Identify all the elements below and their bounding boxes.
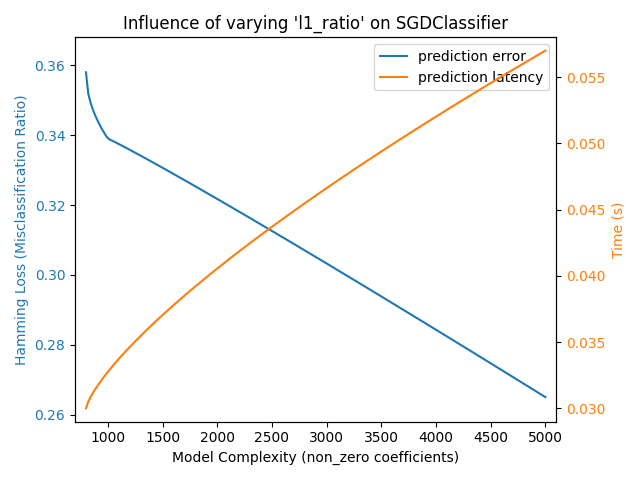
prediction latency (168, 304, 175, 310)
Line: prediction latency: prediction latency (86, 50, 545, 408)
prediction error (518, 380, 526, 386)
prediction latency (205, 273, 212, 278)
Y-axis label: Time (s): Time (s) (611, 201, 625, 258)
prediction error (205, 191, 212, 197)
prediction error (100, 131, 108, 136)
Y-axis label: Hamming Loss (Misclassification Ratio): Hamming Loss (Misclassification Ratio) (15, 94, 29, 365)
Title: Influence of varying 'l1_ratio' on SGDClassifier: Influence of varying 'l1_ratio' on SGDCl… (123, 15, 508, 33)
prediction latency (82, 406, 90, 411)
prediction latency (502, 71, 510, 77)
X-axis label: Model Complexity (non_zero coefficients): Model Complexity (non_zero coefficients) (172, 451, 460, 465)
Line: prediction error: prediction error (86, 72, 545, 397)
prediction error (110, 139, 118, 144)
prediction error (541, 394, 549, 400)
prediction latency (518, 61, 526, 67)
prediction latency (110, 362, 118, 368)
prediction error (82, 70, 90, 75)
prediction error (168, 170, 175, 176)
prediction error (502, 370, 510, 376)
prediction latency (541, 48, 549, 53)
Legend: prediction error, prediction latency: prediction error, prediction latency (374, 44, 549, 90)
prediction latency (100, 373, 108, 379)
